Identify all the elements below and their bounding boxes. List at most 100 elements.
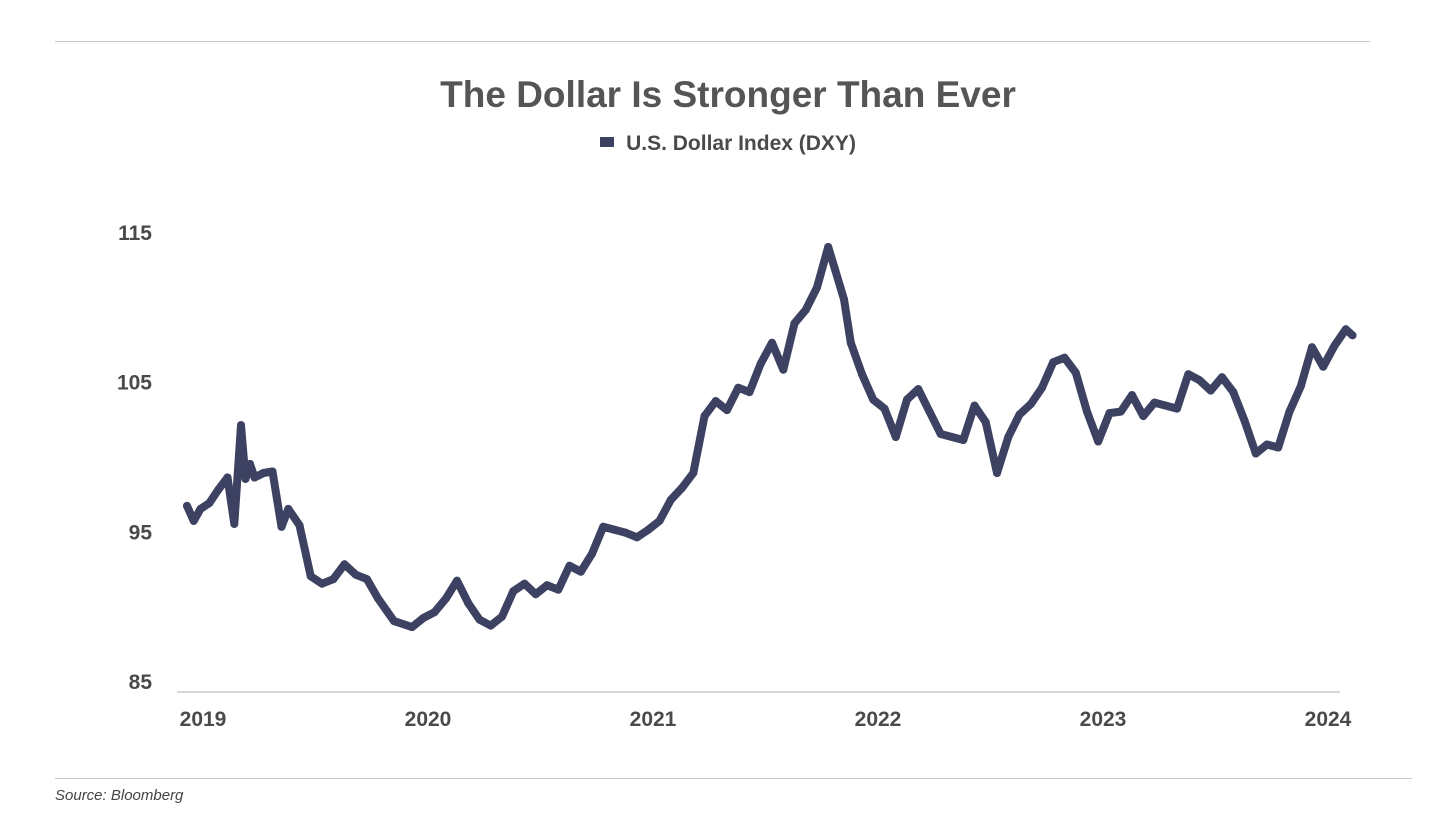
data-point <box>1049 358 1058 367</box>
data-point <box>869 395 878 404</box>
data-point <box>858 370 866 379</box>
data-point <box>277 522 286 531</box>
data-point <box>531 590 540 599</box>
data-point <box>554 585 563 594</box>
data-point <box>306 572 315 581</box>
data-point <box>230 519 239 528</box>
data-point <box>363 575 371 584</box>
data-point <box>723 406 731 415</box>
data-point <box>959 436 968 444</box>
data-point <box>1341 325 1350 334</box>
data-point <box>565 561 574 570</box>
y-tick-label: 95 <box>129 521 153 544</box>
y-tick-label: 85 <box>129 671 153 694</box>
x-tick-label: 2024 <box>1305 708 1352 731</box>
data-point <box>925 407 934 416</box>
data-point <box>318 579 326 588</box>
x-tick-label: 2021 <box>630 708 677 731</box>
data-point <box>948 433 956 441</box>
data-point <box>1105 409 1114 418</box>
data-point <box>1173 404 1181 413</box>
data-point <box>498 612 506 621</box>
data-point <box>813 283 821 292</box>
y-tick-label: 105 <box>117 372 152 395</box>
data-point <box>1251 449 1260 458</box>
data-point <box>1161 401 1170 410</box>
data-point <box>486 621 495 630</box>
data-point <box>779 365 788 374</box>
data-point <box>711 397 720 406</box>
data-point <box>1015 410 1024 419</box>
data-point <box>993 469 1001 477</box>
data-point <box>689 469 698 477</box>
data-point <box>1330 341 1339 350</box>
data-point <box>183 501 191 510</box>
data-point <box>1083 407 1091 416</box>
data-point <box>633 533 641 542</box>
data-point <box>351 570 360 579</box>
legend-swatch <box>600 137 615 148</box>
data-point <box>914 385 923 394</box>
data-point <box>655 516 664 525</box>
data-point <box>831 265 839 274</box>
series-layer <box>183 243 1357 632</box>
data-point <box>268 467 277 476</box>
data-point <box>576 567 585 576</box>
data-point <box>374 594 383 603</box>
data-point <box>970 401 979 410</box>
data-point <box>801 305 810 314</box>
data-point <box>250 473 259 482</box>
data-point <box>1004 433 1013 441</box>
data-point <box>1139 412 1148 421</box>
data-point <box>1184 370 1193 379</box>
data-point <box>734 383 743 392</box>
data-point <box>441 594 450 603</box>
data-point <box>1128 391 1136 400</box>
legend: U.S. Dollar Index (DXY) <box>0 132 1456 156</box>
data-point <box>1071 368 1080 377</box>
data-point <box>745 388 754 397</box>
data-point <box>588 549 596 558</box>
y-tick-label: 115 <box>118 222 152 245</box>
data-point <box>599 522 608 531</box>
x-tick-labels: 2019 2020 2021 2022 2023 2024 <box>180 708 1352 731</box>
data-point <box>1285 407 1294 416</box>
data-point <box>621 528 630 537</box>
data-point <box>1348 331 1357 340</box>
data-point <box>824 243 833 251</box>
data-point <box>419 614 428 623</box>
data-point <box>196 504 205 513</box>
data-point <box>430 608 439 617</box>
data-point <box>1195 376 1204 385</box>
data-point <box>846 338 855 347</box>
data-point <box>408 623 416 632</box>
data-point <box>1060 353 1069 362</box>
data-point <box>1094 437 1103 446</box>
x-tick-label: 2022 <box>855 708 902 731</box>
data-point <box>700 412 709 421</box>
x-tick-label: 2020 <box>405 708 452 731</box>
data-point <box>1206 386 1215 395</box>
data-point <box>840 295 848 304</box>
data-point <box>1026 400 1035 409</box>
data-point <box>1116 407 1125 416</box>
data-point <box>453 576 461 585</box>
data-point <box>981 418 990 427</box>
data-point <box>189 516 198 525</box>
chart-title: The Dollar Is Stronger Than Ever <box>440 74 1016 115</box>
data-point <box>1319 362 1328 371</box>
data-point <box>543 581 551 590</box>
bottom-rule <box>55 778 1412 779</box>
data-point <box>891 433 900 441</box>
data-point <box>678 483 686 492</box>
data-point <box>1296 382 1305 391</box>
series-line-dxy <box>183 243 1357 632</box>
data-point <box>246 460 254 468</box>
data-point <box>295 521 304 530</box>
x-tick-label: 2023 <box>1080 708 1127 731</box>
data-point <box>259 469 268 477</box>
data-point <box>340 560 349 569</box>
y-tick-labels: 115 105 95 85 <box>117 222 152 694</box>
data-point <box>644 525 653 534</box>
